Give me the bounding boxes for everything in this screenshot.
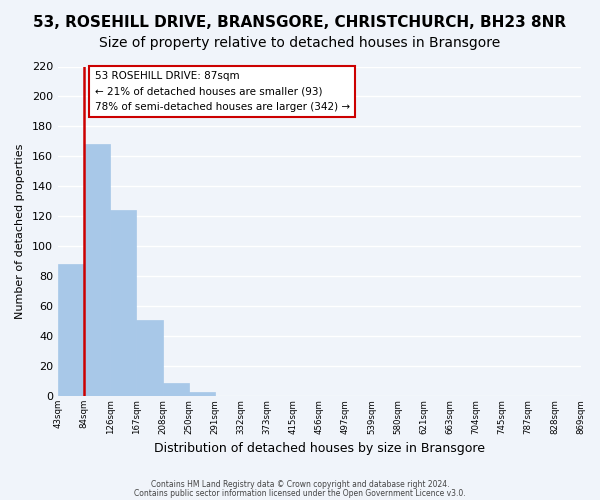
Bar [163,382,188,396]
Y-axis label: Number of detached properties: Number of detached properties [15,144,25,319]
Bar [84,144,110,396]
Text: Size of property relative to detached houses in Bransgore: Size of property relative to detached ho… [100,36,500,50]
Text: Contains HM Land Registry data © Crown copyright and database right 2024.: Contains HM Land Registry data © Crown c… [151,480,449,489]
Bar [58,264,84,396]
Text: 53 ROSEHILL DRIVE: 87sqm
← 21% of detached houses are smaller (93)
78% of semi-d: 53 ROSEHILL DRIVE: 87sqm ← 21% of detach… [95,71,350,112]
Text: Contains public sector information licensed under the Open Government Licence v3: Contains public sector information licen… [134,488,466,498]
Bar [110,210,136,396]
Bar [188,392,215,396]
Bar [136,320,163,396]
X-axis label: Distribution of detached houses by size in Bransgore: Distribution of detached houses by size … [154,442,485,455]
Text: 53, ROSEHILL DRIVE, BRANSGORE, CHRISTCHURCH, BH23 8NR: 53, ROSEHILL DRIVE, BRANSGORE, CHRISTCHU… [34,15,566,30]
